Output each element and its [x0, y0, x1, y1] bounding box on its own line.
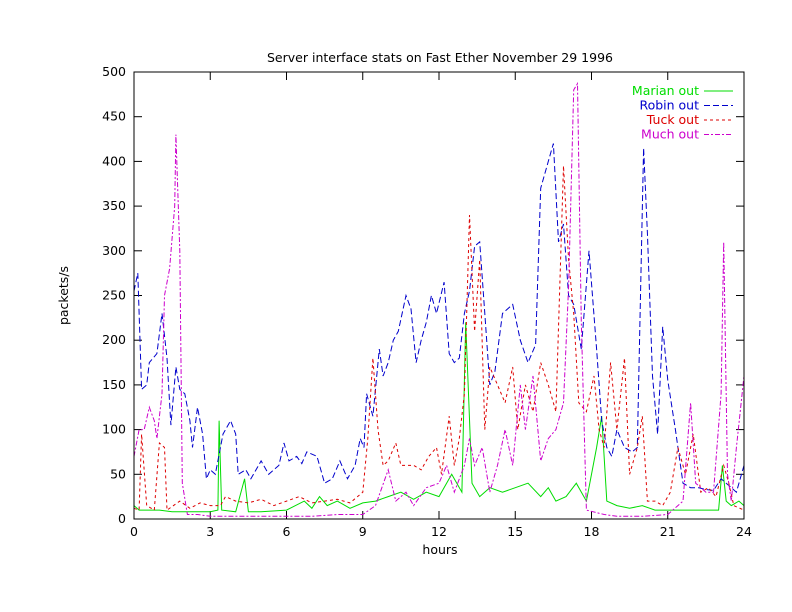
y-tick-label: 100 [102, 422, 126, 437]
y-tick-label: 400 [102, 153, 126, 168]
x-tick-label: 6 [283, 524, 291, 539]
series-line-much-out [133, 81, 745, 517]
series-line-marian-out [133, 322, 745, 513]
plot-frame [133, 71, 745, 520]
x-tick-label: 3 [206, 524, 214, 539]
x-tick-label: 9 [359, 524, 367, 539]
y-tick-label: 350 [102, 198, 126, 213]
legend-label: Robin out [639, 98, 699, 113]
y-tick-label: 50 [110, 466, 126, 481]
y-tick-label: 0 [118, 511, 126, 526]
x-tick-label: 18 [584, 524, 600, 539]
y-tick-label: 450 [102, 109, 126, 124]
plot-lines [133, 81, 745, 517]
x-tick-label: 24 [736, 524, 752, 539]
y-axis-label: packets/s [56, 266, 71, 325]
x-tick-label: 0 [130, 524, 138, 539]
x-tick-label: 21 [660, 524, 676, 539]
legend-label: Marian out [632, 83, 699, 98]
y-tick-label: 250 [102, 288, 126, 303]
x-tick-label: 15 [507, 524, 523, 539]
chart-title: Server interface stats on Fast Ether Nov… [267, 50, 613, 65]
legend-label: Much out [641, 127, 699, 142]
y-tick-label: 500 [102, 64, 126, 79]
y-tick-label: 200 [102, 332, 126, 347]
series-line-robin-out [133, 143, 745, 494]
series-line-tuck-out [133, 165, 745, 512]
x-axis-label: hours [422, 542, 457, 557]
axis-ticks: 0 50 100 150 200 250 300 350 400 450 500 0 3 6 9 12 15 18… [102, 64, 752, 539]
x-tick-label: 12 [431, 524, 447, 539]
legend-label: Tuck out [646, 112, 699, 127]
y-tick-label: 300 [102, 243, 126, 258]
y-tick-label: 150 [102, 377, 126, 392]
